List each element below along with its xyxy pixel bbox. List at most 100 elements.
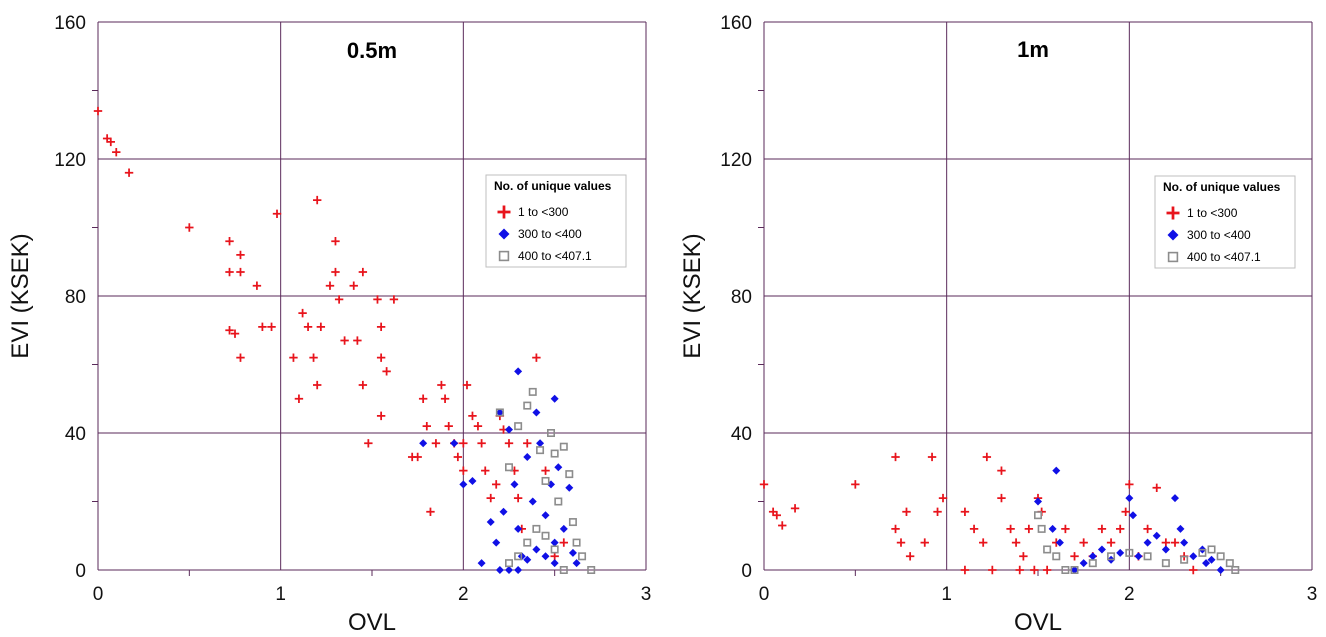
- data-point: [523, 452, 532, 461]
- data-point: [236, 250, 245, 260]
- data-point: [572, 559, 581, 568]
- data-point: [550, 552, 559, 561]
- data-point: [444, 421, 453, 431]
- data-point: [988, 565, 997, 575]
- data-point: [124, 168, 134, 177]
- data-point: [440, 394, 450, 403]
- data-point: [896, 538, 906, 547]
- data-point: [376, 411, 386, 421]
- data-point: [1088, 559, 1097, 568]
- data-point: [462, 380, 472, 390]
- legend: No. of unique values 1 to <300 300 to <400…: [485, 174, 627, 268]
- data-point: [1125, 494, 1134, 503]
- data-point: [504, 463, 513, 472]
- x-tick-label: 3: [1307, 584, 1318, 605]
- legend-entry: 1 to <300: [1187, 206, 1238, 220]
- data-point: [389, 295, 399, 304]
- y-tick-label: 160: [54, 13, 86, 34]
- data-point: [477, 439, 486, 448]
- data-point: [358, 380, 368, 390]
- data-point: [790, 504, 800, 513]
- y-tick-label: 80: [731, 287, 752, 308]
- data-point: [486, 518, 495, 527]
- data-point: [313, 380, 322, 390]
- data-point: [382, 367, 391, 376]
- x-tick-label: 2: [458, 584, 469, 605]
- data-point: [532, 524, 541, 533]
- chart-panel-1: 0 40 80 120 160 0 1 2 3 OVL EVI (KSEK) 1m No. of uni…: [679, 13, 1317, 636]
- data-point: [523, 538, 532, 547]
- data-point: [459, 480, 468, 489]
- data-point: [536, 439, 545, 448]
- data-point: [407, 452, 417, 462]
- data-points: [93, 106, 596, 574]
- data-point: [1037, 524, 1046, 533]
- data-point: [303, 322, 313, 332]
- data-point: [1070, 565, 1079, 574]
- data-point: [426, 507, 435, 516]
- data-point: [1143, 538, 1152, 547]
- data-point: [982, 452, 992, 462]
- data-point: [568, 548, 577, 557]
- data-point: [547, 428, 556, 437]
- data-point: [468, 476, 477, 485]
- data-point: [1143, 524, 1152, 534]
- x-tick-label: 1: [941, 584, 952, 605]
- data-point: [1034, 497, 1042, 506]
- data-point: [499, 507, 508, 516]
- series-diamond: [1034, 466, 1225, 574]
- data-point: [340, 336, 349, 345]
- legend-marker-plus: [1166, 206, 1180, 220]
- legend-entry: 300 to <400: [518, 227, 582, 241]
- data-points: [759, 452, 1240, 575]
- data-point: [298, 308, 307, 318]
- data-point: [541, 552, 550, 561]
- legend-marker-square: [498, 250, 510, 262]
- legend-entry: 400 to <407.1: [1187, 250, 1261, 264]
- data-point: [541, 511, 550, 520]
- data-point: [514, 566, 523, 574]
- legend-marker-square: [1167, 251, 1179, 263]
- data-point: [905, 552, 915, 561]
- data-point: [1088, 552, 1097, 561]
- series-plus: [759, 452, 1198, 575]
- data-point: [495, 408, 504, 417]
- data-point: [514, 367, 523, 376]
- data-point: [468, 411, 477, 421]
- data-point: [1015, 565, 1024, 575]
- data-point: [565, 483, 574, 492]
- x-tick-label: 2: [1124, 584, 1135, 605]
- data-point: [1030, 565, 1039, 575]
- data-point: [93, 106, 103, 116]
- data-point: [1225, 559, 1234, 568]
- y-tick-label: 120: [54, 150, 86, 171]
- y-axis-label: EVI (KSEK): [679, 233, 706, 358]
- grid-lines: [758, 21, 1313, 576]
- data-point: [1070, 552, 1079, 561]
- x-axis-label: OVL: [1014, 609, 1062, 636]
- data-point: [554, 497, 563, 506]
- data-point: [541, 476, 550, 485]
- series-diamond: [419, 367, 581, 574]
- data-point: [258, 322, 267, 332]
- data-point: [927, 452, 937, 462]
- data-point: [523, 439, 532, 448]
- y-tick-label: 120: [720, 150, 752, 171]
- data-point: [1061, 565, 1070, 574]
- data-point: [492, 538, 501, 547]
- x-tick-label: 0: [759, 584, 770, 605]
- data-point: [1207, 555, 1216, 564]
- data-point: [1161, 545, 1170, 554]
- y-tick-label: 40: [65, 424, 86, 445]
- data-point: [252, 281, 262, 290]
- data-point: [495, 408, 504, 417]
- panel-title: 0.5m: [347, 38, 397, 63]
- legend-entry: 1 to <300: [518, 205, 569, 219]
- data-point: [568, 518, 577, 527]
- data-point: [313, 195, 322, 205]
- data-point: [1171, 494, 1179, 503]
- data-point: [289, 353, 298, 362]
- data-point: [225, 237, 234, 246]
- data-point: [960, 565, 970, 575]
- data-point: [106, 137, 115, 147]
